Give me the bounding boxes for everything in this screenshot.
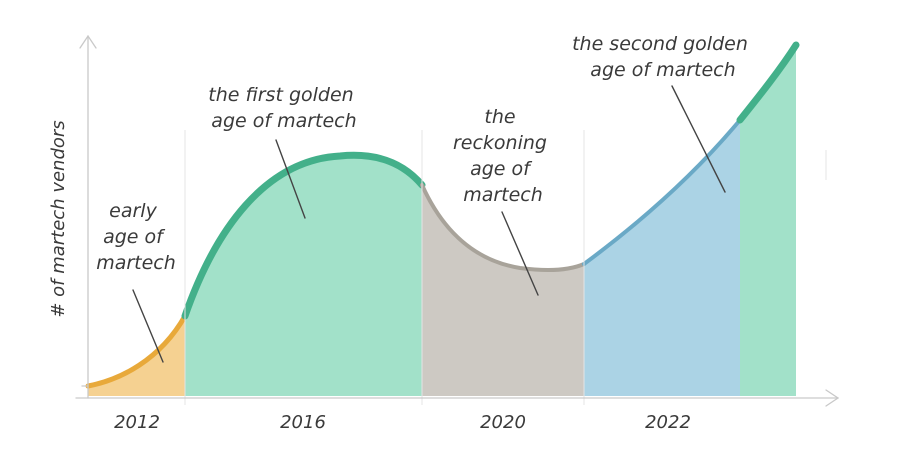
- era-final-edge: [736, 41, 800, 124]
- era-early-edge: [85, 313, 188, 389]
- era-reckoning-edge: [420, 183, 586, 273]
- y-axis-title: # of martech vendors: [48, 120, 69, 317]
- x-label-2012: 2012: [114, 412, 160, 433]
- pointer-first-golden: [275, 139, 306, 219]
- era-label-reckoning: the reckoning age of martech: [453, 106, 553, 206]
- era-label-reckoning-line-4: martech: [463, 184, 543, 206]
- x-label-2022: 2022: [645, 412, 691, 433]
- pointer-second-golden: [671, 85, 726, 193]
- era-label-reckoning-line-3: age of: [470, 158, 533, 180]
- axes: [75, 34, 840, 407]
- era-dividers: [184, 130, 827, 405]
- era-label-second-golden-line-1: the second golden: [572, 33, 748, 55]
- x-label-2020: 2020: [480, 412, 526, 433]
- era-label-first-golden-line-2: age of martech: [211, 110, 356, 132]
- era-label-early: early age of martech: [96, 200, 176, 274]
- era-label-early-line-3: martech: [96, 252, 176, 274]
- era-early-area: [88, 316, 185, 396]
- y-axis-arrowhead: [79, 34, 97, 49]
- era-label-reckoning-line-2: reckoning: [453, 132, 547, 154]
- pointer-reckoning: [501, 211, 539, 296]
- era-first-golden-area: [185, 155, 422, 396]
- era-label-early-line-1: early: [109, 200, 157, 222]
- era-label-early-line-2: age of: [103, 226, 166, 248]
- era-label-first-golden: the first golden age of martech: [208, 84, 360, 132]
- era-label-second-golden-line-2: age of martech: [590, 59, 735, 81]
- era-label-reckoning-line-1: the: [484, 106, 515, 128]
- x-axis-arrowhead: [825, 389, 840, 407]
- pointer-lines: [132, 85, 726, 363]
- era-label-first-golden-line-1: the first golden: [208, 84, 353, 106]
- pointer-early: [132, 289, 164, 363]
- era-reckoning-area: [422, 185, 584, 396]
- era-label-second-golden: the second golden age of martech: [572, 33, 754, 81]
- era-second-golden-area: [584, 120, 740, 396]
- era-first-golden-edge: [181, 151, 426, 320]
- era-final-area: [740, 45, 796, 396]
- era-second-golden-edge: [582, 118, 742, 266]
- x-label-2016: 2016: [280, 412, 326, 433]
